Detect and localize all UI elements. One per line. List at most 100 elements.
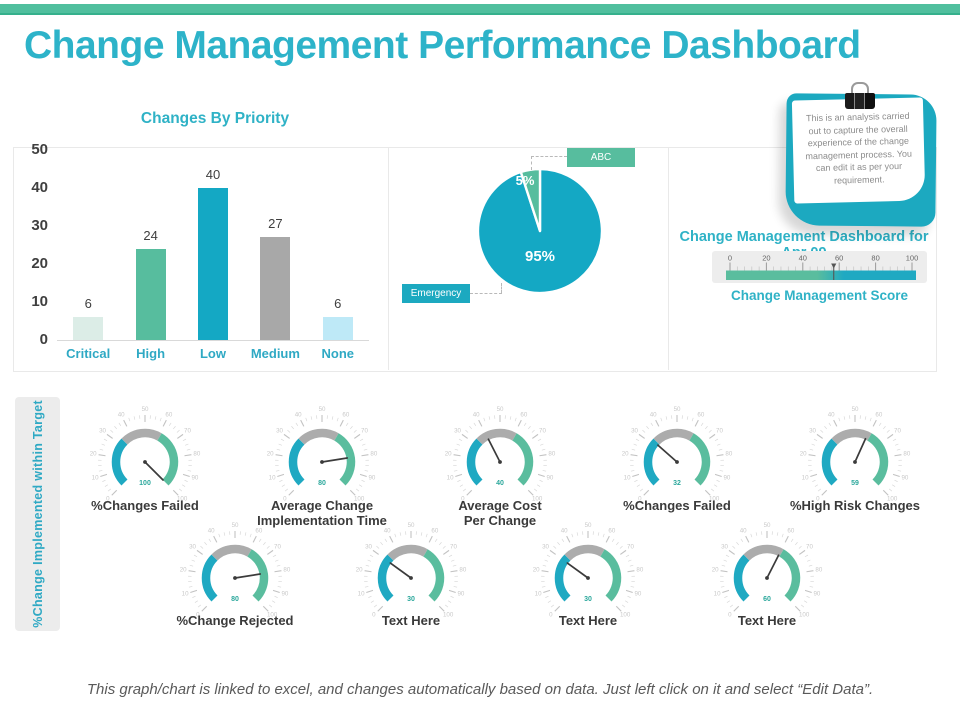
callout-leader-line (531, 156, 532, 170)
svg-text:10: 10 (624, 475, 631, 482)
svg-text:59: 59 (851, 480, 859, 487)
svg-text:50: 50 (408, 522, 415, 529)
svg-text:80: 80 (459, 566, 466, 573)
svg-text:0: 0 (638, 496, 642, 503)
pie-chart[interactable] (475, 166, 605, 296)
svg-text:70: 70 (361, 428, 368, 435)
svg-text:10: 10 (535, 591, 542, 598)
svg-text:80: 80 (283, 566, 290, 573)
svg-text:80: 80 (725, 450, 732, 457)
kpi-gauge: 0 10 20 30 40 50 60 70 80 90 100 80 (264, 404, 380, 520)
bar-value-label: 24 (143, 227, 158, 243)
svg-text:20: 20 (533, 566, 540, 573)
x-axis-category: High (136, 346, 166, 361)
svg-text:90: 90 (901, 475, 908, 482)
bar-chart-y-axis: 0 10 20 30 40 50 (16, 141, 48, 348)
svg-text:60: 60 (255, 528, 262, 535)
svg-text:80: 80 (318, 480, 326, 487)
svg-text:20: 20 (180, 566, 187, 573)
svg-text:60: 60 (787, 528, 794, 535)
svg-text:30: 30 (631, 428, 638, 435)
svg-text:70: 70 (716, 428, 723, 435)
kpi-gauge: 0 10 20 30 40 50 60 70 80 90 100 60 (709, 520, 825, 636)
bar (198, 188, 228, 340)
gauge-label: %High Risk Changes (789, 498, 921, 513)
svg-text:60: 60 (875, 412, 882, 419)
pie-data-label-abc: 5% (515, 173, 535, 188)
svg-text:40: 40 (473, 412, 480, 419)
gauge-dial: 0 10 20 30 40 50 60 70 80 90 100 80 (267, 406, 378, 503)
svg-text:90: 90 (813, 591, 820, 598)
x-axis-category: Medium (250, 346, 300, 361)
svg-text:30: 30 (407, 596, 415, 603)
svg-text:20: 20 (90, 450, 97, 457)
bar (260, 237, 291, 340)
kpi-gauges-panel[interactable]: 0 10 20 30 40 50 60 70 80 90 100 100 %Changes Failed… (0, 380, 960, 650)
gauge-label: Text Here (558, 613, 618, 628)
svg-text:70: 70 (539, 428, 546, 435)
svg-text:40: 40 (828, 412, 835, 419)
svg-text:10: 10 (714, 591, 721, 598)
svg-text:100: 100 (177, 496, 188, 503)
gauge-dial: 0 10 20 30 40 50 60 70 80 90 100 59 (800, 406, 911, 503)
svg-text:0: 0 (196, 612, 200, 619)
bar-value-label: 40 (205, 167, 221, 182)
svg-text:20: 20 (267, 450, 274, 457)
svg-text:90: 90 (634, 591, 641, 598)
gauge-label: Average Change Implementation Time (257, 498, 387, 528)
svg-text:60: 60 (763, 596, 771, 603)
top-accent-bar (0, 4, 960, 15)
svg-text:70: 70 (806, 544, 813, 551)
y-tick-label: 50 (31, 141, 48, 158)
svg-text:90: 90 (457, 591, 464, 598)
svg-text:50: 50 (319, 406, 326, 413)
svg-text:10: 10 (802, 475, 809, 482)
svg-text:100: 100 (443, 612, 454, 619)
linear-score-gauge[interactable]: 0 20 40 60 80 100 (712, 251, 927, 283)
svg-text:30: 30 (99, 428, 106, 435)
svg-text:50: 50 (852, 406, 859, 413)
gauge-dial: 0 10 20 30 40 50 60 70 80 90 100 30 (356, 522, 467, 619)
svg-text:100: 100 (354, 496, 365, 503)
y-tick-label: 40 (31, 179, 48, 196)
bar-value-label: 27 (268, 216, 283, 232)
y-tick-label: 20 (31, 255, 48, 272)
svg-text:20: 20 (712, 566, 719, 573)
svg-text:0: 0 (549, 612, 553, 619)
svg-text:60: 60 (165, 412, 172, 419)
svg-text:90: 90 (723, 475, 730, 482)
kpi-gauge: 0 10 20 30 40 50 60 70 80 90 100 59 (797, 404, 913, 520)
callout-leader-line (531, 156, 567, 157)
bar-chart-title: Changes By Priority (140, 110, 290, 127)
svg-text:50: 50 (674, 406, 681, 413)
x-axis-category: Low (199, 346, 226, 361)
svg-text:10: 10 (358, 591, 365, 598)
svg-text:70: 70 (894, 428, 901, 435)
bar-value-label: 6 (334, 296, 342, 312)
svg-text:40: 40 (295, 412, 302, 419)
svg-text:100: 100 (139, 480, 151, 487)
kpi-gauge: 0 10 20 30 40 50 60 70 80 90 100 30 (353, 520, 469, 636)
svg-text:60: 60 (342, 412, 349, 419)
score-axis-label: Change Management Score (730, 288, 909, 303)
gauge-dial: 0 10 20 30 40 50 60 70 80 90 100 80 (180, 522, 291, 619)
svg-text:100: 100 (532, 496, 543, 503)
svg-text:10: 10 (447, 475, 454, 482)
gauge-label: Text Here (737, 613, 797, 628)
svg-text:30: 30 (365, 544, 372, 551)
svg-text:80: 80 (548, 450, 555, 457)
gauge-dial: 0 10 20 30 40 50 60 70 80 90 100 32 (622, 406, 733, 503)
svg-text:80: 80 (871, 254, 879, 263)
kpi-gauge: 0 10 20 30 40 50 60 70 80 90 100 32 (619, 404, 735, 520)
kpi-gauge: 0 10 20 30 40 50 60 70 80 90 100 30 (530, 520, 646, 636)
svg-text:60: 60 (431, 528, 438, 535)
svg-text:30: 30 (542, 544, 549, 551)
svg-text:40: 40 (650, 412, 657, 419)
svg-text:40: 40 (496, 480, 504, 487)
svg-text:60: 60 (608, 528, 615, 535)
bar-chart[interactable]: 6 24 40 27 6 (57, 150, 369, 340)
svg-text:80: 80 (815, 566, 822, 573)
svg-text:90: 90 (281, 591, 288, 598)
svg-text:60: 60 (697, 412, 704, 419)
pie-data-label-emergency: 95% (524, 248, 556, 265)
